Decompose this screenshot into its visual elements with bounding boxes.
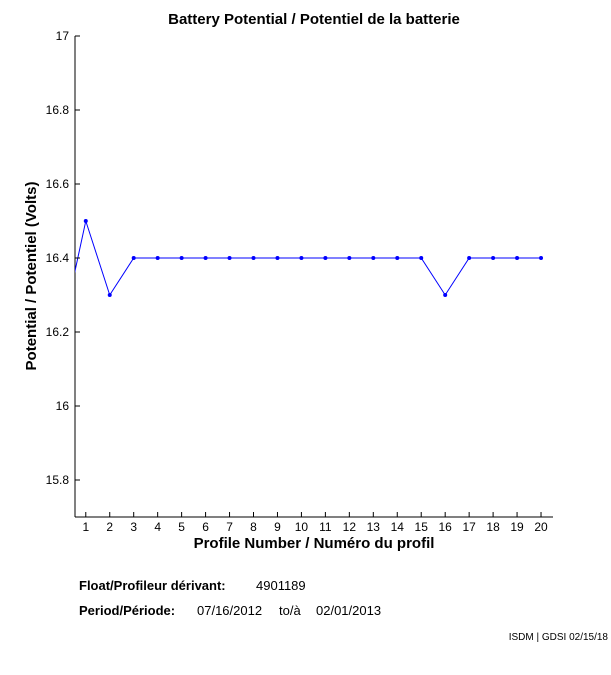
x-tick-label: 12 bbox=[343, 520, 357, 534]
period-label: Period/Période: bbox=[79, 603, 175, 618]
data-point bbox=[323, 256, 328, 260]
x-tick-label: 11 bbox=[319, 520, 332, 534]
x-tick-label: 3 bbox=[130, 520, 137, 534]
period-end: 02/01/2013 bbox=[316, 603, 381, 618]
y-tick-label: 17 bbox=[56, 29, 70, 43]
data-point bbox=[275, 256, 280, 260]
y-tick-label: 16 bbox=[56, 399, 70, 413]
data-line bbox=[75, 219, 542, 297]
period-to: to/à bbox=[279, 603, 301, 618]
data-point bbox=[443, 293, 448, 297]
x-tick-label: 15 bbox=[415, 520, 429, 534]
data-point bbox=[347, 256, 352, 260]
data-point bbox=[203, 256, 208, 260]
data-point bbox=[299, 256, 304, 260]
x-tick-label: 18 bbox=[486, 520, 500, 534]
period-start: 07/16/2012 bbox=[197, 603, 262, 618]
x-tick-label: 4 bbox=[154, 520, 161, 534]
data-point bbox=[155, 256, 160, 260]
x-tick-label: 1 bbox=[82, 520, 89, 534]
x-tick-label: 16 bbox=[439, 520, 453, 534]
x-tick-label: 20 bbox=[534, 520, 548, 534]
y-tick-label: 15.8 bbox=[46, 473, 70, 487]
data-point bbox=[227, 256, 232, 260]
y-tick-label: 16.2 bbox=[46, 325, 70, 339]
y-tick-label: 16.6 bbox=[46, 177, 70, 191]
y-tick-label: 16.4 bbox=[46, 251, 70, 265]
data-point bbox=[131, 256, 136, 260]
x-tick-label: 7 bbox=[226, 520, 233, 534]
data-point bbox=[179, 256, 184, 260]
x-tick-label: 19 bbox=[510, 520, 524, 534]
x-tick-label: 10 bbox=[295, 520, 309, 534]
x-tick-label: 17 bbox=[462, 520, 476, 534]
x-tick-label: 13 bbox=[367, 520, 381, 534]
x-tick-label: 6 bbox=[202, 520, 209, 534]
float-label: Float/Profileur dérivant: bbox=[79, 578, 226, 593]
data-point bbox=[371, 256, 376, 260]
x-tick-label: 5 bbox=[178, 520, 185, 534]
plot-area bbox=[75, 219, 544, 297]
x-axis-label: Profile Number / Numéro du profil bbox=[194, 535, 435, 552]
x-tick-label: 8 bbox=[250, 520, 257, 534]
x-tick-label: 2 bbox=[106, 520, 113, 534]
data-point bbox=[467, 256, 472, 260]
data-point bbox=[515, 256, 520, 260]
x-tick-label: 14 bbox=[391, 520, 405, 534]
data-point bbox=[83, 219, 88, 223]
data-point bbox=[395, 256, 400, 260]
footer: ISDM | GDSI 02/15/18 bbox=[509, 632, 609, 643]
chart-title: Battery Potential / Potentiel de la batt… bbox=[168, 11, 460, 28]
data-point bbox=[491, 256, 496, 260]
y-axis-label: Potential / Potentiel (Volts) bbox=[23, 182, 40, 371]
data-point bbox=[107, 293, 112, 297]
float-id: 4901189 bbox=[256, 578, 306, 593]
data-point bbox=[251, 256, 256, 260]
data-point bbox=[539, 256, 544, 260]
data-point bbox=[419, 256, 424, 260]
x-tick-label: 9 bbox=[274, 520, 281, 534]
y-tick-label: 16.8 bbox=[46, 103, 70, 117]
